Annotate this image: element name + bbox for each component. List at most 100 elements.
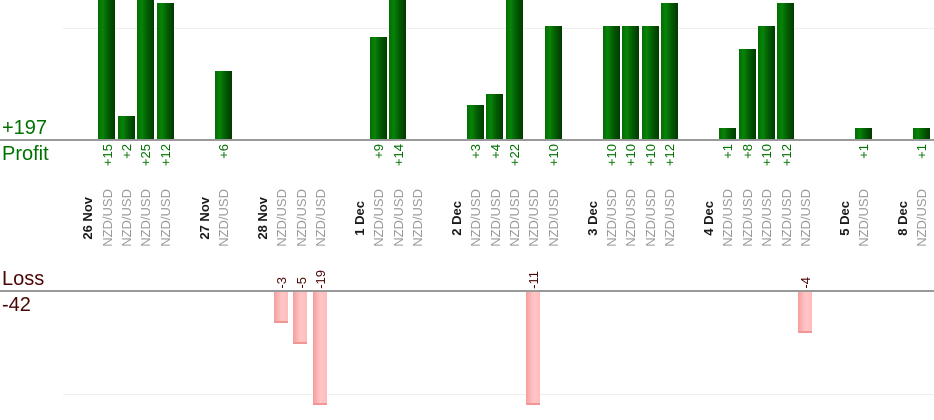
loss-value-label: -11 (526, 271, 542, 289)
profit-bar (505, 0, 523, 139)
trade-column: +1 NZD/USD (718, 0, 737, 420)
profit-gridline (63, 28, 934, 29)
currency-pair-label: NZD/USD (856, 189, 872, 247)
profit-bar-clip (97, 0, 116, 139)
profit-bar (98, 0, 116, 139)
trade-column: -4 NZD/USD (796, 0, 815, 420)
profit-bar (777, 3, 795, 139)
trade-column: +14 NZD/USD (388, 0, 407, 420)
currency-pair-label: NZD/USD (468, 189, 484, 247)
profit-bar-clip (156, 0, 175, 139)
profit-bar (467, 105, 484, 139)
pair-label-band: NZD/USD (272, 183, 291, 253)
profit-bar-clip (136, 0, 155, 139)
currency-pair-label: NZD/USD (506, 189, 522, 247)
pair-label-band: NZD/USD (97, 183, 116, 253)
trade-column: -11 NZD/USD (524, 0, 543, 420)
currency-pair-label: NZD/USD (778, 189, 794, 247)
date-label-band: 4 Dec (699, 183, 718, 253)
currency-pair-label: NZD/USD (526, 189, 542, 247)
profit-bar-clip (660, 0, 679, 139)
profit-value-label: +10 (623, 144, 639, 167)
date-column: 3 Dec (582, 0, 601, 420)
loss-total-label: -42 (2, 294, 31, 316)
date-column: 2 Dec (447, 0, 466, 420)
pair-label-band: NZD/USD (369, 183, 388, 253)
loss-bar (274, 292, 288, 323)
profit-bar-clip (641, 0, 660, 139)
profit-bar-clip (757, 0, 776, 139)
trade-column: +1 NZD/USD (854, 0, 873, 420)
currency-pair-label: NZD/USD (118, 189, 134, 247)
profit-bar (214, 71, 232, 139)
profit-bar-clip (466, 0, 485, 139)
pair-label-band: NZD/USD (388, 183, 407, 253)
profit-bar-clip (388, 0, 407, 139)
date-column: 28 Nov (253, 0, 272, 420)
currency-pair-label: NZD/USD (390, 189, 406, 247)
profit-bar-clip (602, 0, 621, 139)
profit-value-label: +25 (138, 144, 154, 167)
date-label-band: 26 Nov (78, 183, 97, 253)
trade-column: +3 NZD/USD (466, 0, 485, 420)
currency-pair-label: NZD/USD (293, 189, 309, 247)
date-label: 2 Dec (448, 200, 464, 236)
currency-pair-label: NZD/USD (371, 189, 387, 247)
profit-bar-clip (544, 0, 563, 139)
profit-bar (758, 26, 775, 139)
profit-total-label: +197 (2, 117, 48, 139)
profit-bar-clip (117, 0, 136, 139)
trade-column: +10 NZD/USD (602, 0, 621, 420)
currency-pair-label: NZD/USD (99, 189, 115, 247)
trade-column: +10 NZD/USD (621, 0, 640, 420)
date-label: 1 Dec (351, 200, 367, 236)
date-label: 8 Dec (894, 200, 910, 236)
pair-label-band: NZD/USD (602, 183, 621, 253)
pair-label-band: NZD/USD (291, 183, 310, 253)
profit-value-label: +2 (118, 144, 134, 159)
profit-value-label: +12 (662, 144, 678, 167)
profit-value-label: +3 (468, 144, 484, 159)
loss-bar (797, 292, 812, 333)
profit-bar (544, 26, 562, 139)
profit-bar-clip (718, 0, 737, 139)
date-label-band: 27 Nov (194, 183, 213, 253)
pair-label-band: NZD/USD (117, 183, 136, 253)
pair-label-band: NZD/USD (854, 183, 873, 253)
profit-bar-clip (912, 0, 931, 139)
trade-column: +4 NZD/USD (485, 0, 504, 420)
profit-bar (486, 94, 504, 139)
date-column: 26 Nov (78, 0, 97, 420)
pair-label-band: NZD/USD (156, 183, 175, 253)
trade-column: +8 NZD/USD (738, 0, 757, 420)
profit-bar (738, 49, 756, 139)
loss-bar (293, 292, 308, 344)
profit-axis-line (0, 139, 934, 141)
date-label-band: 3 Dec (582, 183, 601, 253)
trade-column: +15 NZD/USD (97, 0, 116, 420)
currency-pair-label: NZD/USD (603, 189, 619, 247)
profit-value-label: +10 (642, 144, 658, 167)
profit-value-label: +22 (506, 144, 522, 167)
date-column: 5 Dec (835, 0, 854, 420)
date-label: 26 Nov (80, 196, 96, 240)
currency-pair-label: NZD/USD (215, 189, 231, 247)
pair-label-band: NZD/USD (524, 183, 543, 253)
profit-value-label: +4 (487, 144, 503, 159)
profit-bar-clip (214, 0, 233, 139)
profit-value-label: +1 (914, 144, 930, 159)
pair-label-band: NZD/USD (621, 183, 640, 253)
loss-value-label: -5 (293, 277, 309, 289)
trade-column: +12 NZD/USD (776, 0, 795, 420)
currency-pair-label: NZD/USD (759, 189, 775, 247)
pair-label-band: NZD/USD (485, 183, 504, 253)
pair-label-band: NZD/USD (505, 183, 524, 253)
profit-value-label: +1 (720, 144, 736, 159)
trade-column: +2 NZD/USD (117, 0, 136, 420)
currency-pair-label: NZD/USD (545, 189, 561, 247)
profit-value-label: +15 (99, 144, 115, 167)
profit-bar-clip (854, 0, 873, 139)
currency-pair-label: NZD/USD (623, 189, 639, 247)
trade-column: +22 NZD/USD (505, 0, 524, 420)
